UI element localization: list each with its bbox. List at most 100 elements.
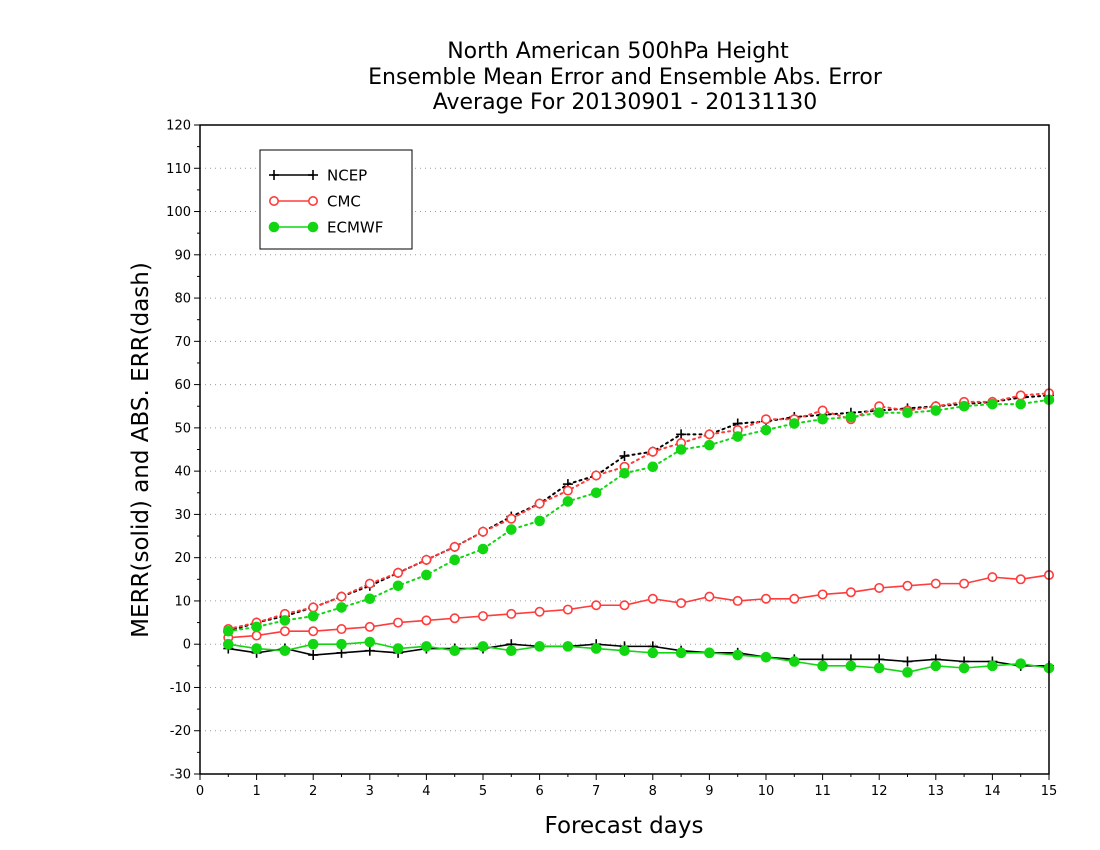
legend-marker [268,196,279,207]
plot-series [223,388,1055,678]
cmc-mean-error-point [987,572,998,583]
ecmwf-mean-error-point [675,647,687,659]
x-tick-label: 14 [984,784,1001,799]
cmc-abs-error-point [647,446,658,457]
ecmwf-abs-error-point [817,413,828,425]
ncep-mean-error-point [308,650,319,661]
ecmwf-mean-error-point [251,643,262,654]
ecmwf-mean-error-point [732,649,744,661]
ecmwf-abs-error-point [223,625,234,637]
ecmwf-abs-error-point [845,411,857,423]
y-tick-label: 20 [174,551,191,566]
y-tick-label: 60 [174,378,191,393]
ecmwf-mean-error-point [506,645,517,656]
ecmwf-abs-error-point [760,424,772,436]
cmc-mean-error-point [364,621,375,632]
title-line-2: Ensemble Mean Error and Ensemble Abs. Er… [368,65,883,90]
ecmwf-abs-error-point [506,524,517,535]
cmc-abs-error-point [591,470,602,481]
ecmwf-mean-error-point [562,641,574,652]
x-tick-label: 7 [592,784,600,799]
legend-label: ECMWF [327,219,383,237]
cmc-abs-error-point [477,526,488,537]
ecmwf-abs-error-point [279,615,291,626]
ecmwf-abs-error-point [562,496,574,507]
cmc-abs-error-point [817,405,828,416]
ecmwf-mean-error-point [534,641,545,652]
ecmwf-mean-error-point [449,645,461,656]
y-tick-label: 30 [174,508,191,523]
legend-label: NCEP [327,167,367,185]
y-tick-label: 90 [174,248,191,263]
ecmwf-abs-error-point [534,515,545,527]
ecmwf-abs-error-point [987,398,998,410]
ncep-mean-error-point [874,654,885,665]
ecmwf-mean-error-point [421,641,432,652]
legend-item-cmc: CMC [268,193,361,211]
cmc-abs-error-point [393,567,404,578]
ecmwf-mean-error-point [1015,658,1027,669]
ecmwf-mean-error-point [223,638,234,650]
y-tick-label: 0 [183,638,191,653]
x-tick-label: 11 [814,784,831,799]
ecmwf-abs-error-point [704,439,715,451]
cmc-abs-error-point [506,513,517,524]
cmc-mean-error-point [732,595,743,606]
x-tick-label: 12 [871,784,888,799]
y-tick-label: -10 [170,681,191,696]
ecmwf-abs-error-point [449,554,461,566]
ecmwf-abs-error-point [647,461,659,473]
cmc-mean-error-point [874,582,885,593]
cmc-mean-error-point [562,604,573,615]
chart-title: North American 500hPa Height Ensemble Me… [368,39,883,115]
x-tick-label: 10 [758,784,775,799]
ecmwf-abs-error-point [873,407,885,419]
cmc-mean-error-point [336,624,347,635]
cmc-abs-error-point [336,591,347,602]
ecmwf-mean-error-point [873,662,885,674]
cmc-mean-error-point [959,578,970,589]
x-tick-label: 2 [309,784,317,799]
cmc-mean-error-point [845,587,856,598]
x-tick-label: 8 [649,784,657,799]
ecmwf-mean-error-point [279,645,291,656]
legend-item-ecmwf: ECMWF [268,219,383,237]
cmc-mean-error-point [591,600,602,611]
legend-marker [269,170,279,180]
ecmwf-abs-error-point [392,580,404,592]
title-line-1: North American 500hPa Height [447,39,789,64]
ecmwf-mean-error-point [392,643,404,654]
ecmwf-mean-error-point [647,647,659,659]
x-tick-label: 3 [366,784,374,799]
legend-box [259,149,413,250]
legend-marker [268,221,280,233]
cmc-mean-error-point [760,593,771,604]
y-tick-label: 120 [166,119,191,134]
ncep-mean-error-point [364,645,375,656]
title-line-3: Average For 20130901 - 20131130 [433,90,818,115]
cmc-mean-error-point [704,591,715,602]
cmc-mean-error-point [902,580,913,591]
x-tick-label: 15 [1041,784,1058,799]
ecmwf-abs-error-point [336,602,347,613]
legend-item-ncep: NCEP [269,167,367,185]
cmc-mean-error-point [676,598,687,609]
ncep-mean-error-point [902,656,913,667]
cmc-abs-error-line [227,392,1050,631]
cmc-mean-error-point [279,626,290,637]
ecmwf-abs-error-point [251,621,262,633]
ecmwf-mean-error-point [760,651,772,663]
legend-marker [308,170,318,180]
ecmwf-mean-error-point [902,667,913,678]
cmc-abs-error-point [534,498,545,509]
x-tick-label: 9 [705,784,713,799]
ecmwf-abs-error-point [958,400,970,412]
cmc-mean-error-point [619,600,630,611]
x-tick-label: 4 [422,784,430,799]
cmc-mean-error-point [251,630,262,641]
cmc-abs-error-point [364,578,375,589]
legend-label: CMC [327,193,361,211]
ecmwf-mean-error-point [619,645,630,656]
legend-marker [307,221,319,233]
